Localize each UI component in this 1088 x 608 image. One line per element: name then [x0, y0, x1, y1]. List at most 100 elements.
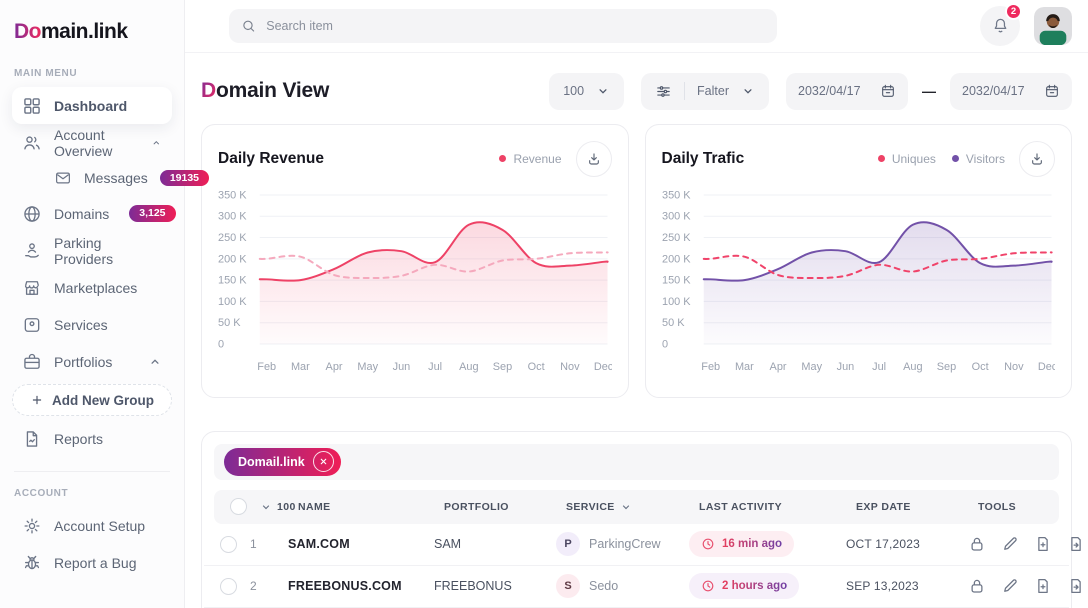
sidebar-item-services[interactable]: Services — [12, 306, 172, 343]
svg-text:Nov: Nov — [1004, 361, 1024, 373]
svg-text:350 K: 350 K — [218, 189, 247, 201]
logo-gradient-text: Do — [14, 20, 42, 43]
sidebar-item-portfolios[interactable]: Portfolios — [12, 343, 172, 380]
notification-count-badge: 2 — [1005, 2, 1022, 20]
sidebar-item-dashboard[interactable]: Dashboard — [12, 87, 172, 124]
table-header-service[interactable]: SERVICE — [566, 501, 699, 513]
svg-text:300 K: 300 K — [662, 211, 691, 223]
sidebar-item-reports[interactable]: Reports — [12, 420, 172, 457]
portfolio-name: FREEBONUS — [434, 579, 512, 594]
svg-text:Nov: Nov — [560, 361, 580, 373]
chart-header: Daily Revenue Revenue — [218, 140, 612, 177]
sidebar-item-account-setup[interactable]: Account Setup — [12, 507, 172, 544]
row-tools — [968, 535, 1085, 553]
sidebar-item-parking-providers[interactable]: Parking Providers — [12, 232, 172, 269]
file-export-icon[interactable] — [1067, 577, 1085, 595]
file-export-icon[interactable] — [1067, 535, 1085, 553]
legend-item: Visitors — [951, 152, 1005, 166]
filter-chip-label: Domail.link — [238, 454, 305, 469]
chart-title: Daily Revenue — [218, 149, 324, 167]
table-header-name: NAME — [298, 500, 331, 513]
dashboard-grid-icon — [24, 97, 40, 114]
svg-text:Sep: Sep — [936, 361, 955, 373]
table-header-count[interactable]: 100 — [260, 501, 298, 513]
sidebar-item-report-a-bug[interactable]: Report a Bug — [12, 544, 172, 581]
calendar-icon — [1046, 85, 1058, 98]
row-number: 2 — [250, 579, 257, 594]
svg-text:Apr: Apr — [769, 361, 786, 373]
sidebar-item-domains[interactable]: Domains 3,125 — [12, 195, 176, 232]
domain-name: FREEBONUS.COM — [288, 579, 402, 594]
svg-text:Oct: Oct — [528, 361, 545, 373]
remove-filter-button[interactable] — [312, 451, 334, 473]
domains-table-card: Domail.link 100 NAME PORTFOLIO — [201, 430, 1081, 608]
domains-count-badge: 3,125 — [129, 205, 176, 222]
notifications-button[interactable]: 2 — [980, 2, 1022, 46]
sidebar: Domain.link MAIN MENU Dashboard Account … — [0, 0, 210, 608]
svg-text:Apr: Apr — [326, 361, 343, 373]
search-input[interactable] — [266, 18, 765, 33]
chart-header: Daily Trafic Uniques Visitors — [662, 140, 1055, 177]
svg-text:100 K: 100 K — [218, 296, 247, 308]
row-checkbox[interactable] — [220, 577, 237, 595]
date-from-picker[interactable]: 2032/04/17 — [786, 72, 908, 110]
date-to-value: 2032/04/17 — [962, 84, 1025, 99]
report-document-icon — [26, 430, 38, 447]
file-plus-icon[interactable] — [1034, 535, 1052, 553]
search-icon — [243, 20, 255, 32]
gear-icon — [24, 518, 40, 533]
filter-select[interactable]: Falter — [641, 72, 769, 110]
bell-icon — [994, 19, 1006, 33]
svg-text:Feb: Feb — [701, 361, 720, 373]
svg-text:100 K: 100 K — [662, 296, 691, 308]
svg-text:Dec: Dec — [594, 361, 612, 373]
svg-text:May: May — [357, 361, 378, 373]
main-menu-label: MAIN MENU — [14, 68, 78, 79]
service-cell: S Sedo — [556, 574, 689, 599]
rows-per-page-select[interactable]: 100 — [549, 72, 625, 110]
lock-icon[interactable] — [968, 535, 986, 553]
select-all-checkbox[interactable] — [230, 498, 247, 516]
exp-date: OCT 17,2023 — [846, 537, 921, 552]
pencil-icon[interactable] — [1001, 577, 1019, 595]
svg-text:Mar: Mar — [734, 361, 753, 373]
sidebar-item-label: Portfolios — [54, 353, 113, 370]
file-plus-icon[interactable] — [1034, 577, 1052, 595]
clock-icon — [702, 538, 714, 550]
clock-icon — [702, 580, 714, 592]
sidebar-item-marketplaces[interactable]: Marketplaces — [12, 269, 172, 306]
briefcase-icon — [24, 353, 40, 369]
svg-text:Jun: Jun — [836, 361, 854, 373]
legend-item: Revenue — [499, 152, 562, 166]
service-initial-badge: S — [556, 574, 580, 599]
download-chart-button[interactable] — [1019, 140, 1055, 177]
sidebar-item-account-overview[interactable]: Account Overview — [12, 124, 172, 161]
row-checkbox[interactable] — [220, 535, 237, 553]
lock-icon[interactable] — [968, 577, 986, 595]
chart-legend: Revenue — [499, 152, 562, 166]
table-row: 1 SAM.COM SAM P ParkingCrew 16 min ago O… — [204, 524, 1081, 566]
user-avatar[interactable] — [1034, 6, 1072, 45]
topbar: 2 — [185, 0, 1088, 53]
table-header-tools: TOOLS — [978, 500, 1016, 513]
divider — [684, 82, 686, 101]
row-number: 1 — [250, 537, 257, 552]
storefront-icon — [24, 280, 40, 295]
package-icon — [24, 317, 40, 332]
table-header-portfolio: PORTFOLIO — [444, 500, 509, 513]
chevron-up-icon — [154, 140, 160, 144]
legend-dot — [499, 155, 507, 163]
pencil-icon[interactable] — [1001, 535, 1019, 553]
svg-text:0: 0 — [662, 338, 668, 350]
calendar-icon — [882, 85, 894, 98]
sidebar-item-messages[interactable]: Messages 19135 — [12, 161, 210, 195]
svg-text:50 K: 50 K — [662, 317, 685, 329]
svg-text:Oct: Oct — [971, 361, 988, 373]
sidebar-item-label: Dashboard — [54, 97, 128, 114]
app-logo: Domain.link — [0, 16, 184, 58]
add-new-group-button[interactable]: Add New Group — [12, 384, 172, 416]
title-accent: D — [201, 79, 216, 103]
download-chart-button[interactable] — [575, 140, 612, 177]
date-to-picker[interactable]: 2032/04/17 — [950, 72, 1072, 110]
